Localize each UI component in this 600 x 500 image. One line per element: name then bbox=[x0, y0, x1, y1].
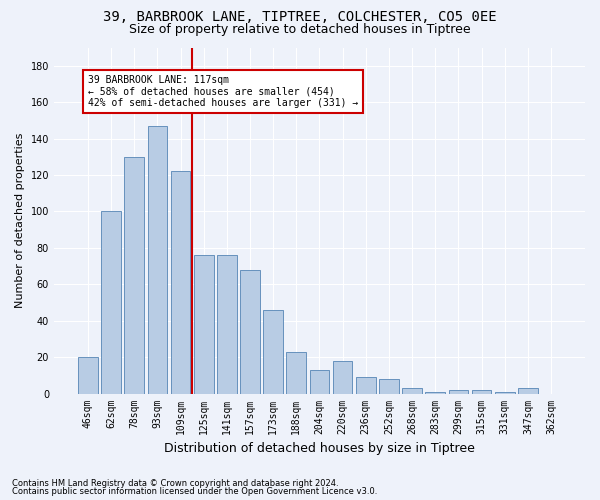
Bar bbox=[217, 255, 236, 394]
Bar bbox=[101, 212, 121, 394]
Y-axis label: Number of detached properties: Number of detached properties bbox=[15, 133, 25, 308]
Text: Contains public sector information licensed under the Open Government Licence v3: Contains public sector information licen… bbox=[12, 487, 377, 496]
Bar bbox=[286, 352, 306, 394]
Bar bbox=[402, 388, 422, 394]
Bar bbox=[356, 377, 376, 394]
Text: Size of property relative to detached houses in Tiptree: Size of property relative to detached ho… bbox=[129, 22, 471, 36]
Bar bbox=[449, 390, 468, 394]
Bar bbox=[425, 392, 445, 394]
Bar bbox=[379, 379, 399, 394]
Text: Contains HM Land Registry data © Crown copyright and database right 2024.: Contains HM Land Registry data © Crown c… bbox=[12, 478, 338, 488]
Bar bbox=[310, 370, 329, 394]
Text: 39 BARBROOK LANE: 117sqm
← 58% of detached houses are smaller (454)
42% of semi-: 39 BARBROOK LANE: 117sqm ← 58% of detach… bbox=[88, 75, 358, 108]
X-axis label: Distribution of detached houses by size in Tiptree: Distribution of detached houses by size … bbox=[164, 442, 475, 455]
Bar bbox=[148, 126, 167, 394]
Bar bbox=[518, 388, 538, 394]
Bar bbox=[124, 157, 144, 394]
Bar bbox=[472, 390, 491, 394]
Bar bbox=[263, 310, 283, 394]
Bar bbox=[495, 392, 515, 394]
Bar bbox=[78, 357, 98, 394]
Bar bbox=[170, 172, 190, 394]
Bar bbox=[333, 361, 352, 394]
Bar bbox=[194, 255, 214, 394]
Text: 39, BARBROOK LANE, TIPTREE, COLCHESTER, CO5 0EE: 39, BARBROOK LANE, TIPTREE, COLCHESTER, … bbox=[103, 10, 497, 24]
Bar bbox=[240, 270, 260, 394]
